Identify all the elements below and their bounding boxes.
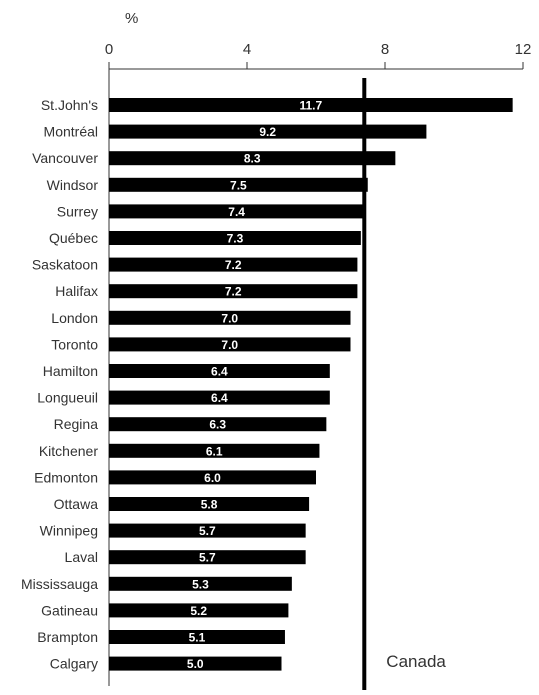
bar: [109, 656, 282, 671]
bar-value-label: 5.8: [201, 498, 218, 512]
category-label: Longueuil: [37, 390, 98, 406]
category-label: Laval: [65, 549, 98, 565]
bar: [109, 310, 351, 325]
bar-value-label: 7.5: [230, 178, 247, 192]
reference-line-label: Canada: [386, 652, 446, 671]
bar-value-label: 6.0: [204, 471, 221, 485]
bar-value-label: 7.3: [227, 232, 244, 246]
reference-line-group: Canada: [362, 78, 446, 690]
bar: [109, 364, 330, 378]
bar: [109, 497, 310, 511]
bar: [109, 204, 365, 219]
bar: [109, 151, 396, 166]
bar-value-label: 7.2: [225, 258, 242, 272]
bar: [109, 630, 285, 644]
bar-value-label: 5.3: [192, 577, 209, 591]
bar-value-label: 7.0: [221, 311, 238, 325]
bar-value-label: 5.7: [199, 551, 216, 565]
bar: [109, 257, 358, 272]
category-label: Kitchener: [39, 443, 98, 459]
bar: [109, 98, 513, 112]
category-label: London: [51, 310, 98, 326]
bar-value-label: 6.3: [209, 418, 226, 432]
category-label: Montréal: [44, 124, 98, 140]
category-label: Surrey: [57, 203, 98, 219]
bar: [109, 417, 327, 432]
bar-value-label: 6.1: [206, 444, 223, 458]
category-label: Toronto: [51, 336, 98, 352]
unit-label: %: [125, 10, 138, 27]
bar: [109, 523, 306, 538]
category-label: Brampton: [37, 629, 98, 645]
bar: [109, 443, 320, 458]
category-label: Windsor: [47, 177, 99, 193]
bar-value-label: 6.4: [211, 391, 228, 405]
bar-value-label: 9.2: [259, 125, 276, 139]
bar-value-label: 5.2: [190, 604, 207, 618]
category-label: St.John's: [41, 97, 98, 113]
category-label: Edmonton: [34, 469, 98, 485]
x-tick-label: 4: [243, 41, 251, 58]
category-label: Vancouver: [32, 150, 98, 166]
x-tick-label: 0: [105, 41, 113, 58]
category-label: Regina: [54, 416, 99, 432]
bar-value-label: 7.2: [225, 285, 242, 299]
bar: [109, 550, 306, 565]
bar: [109, 231, 361, 245]
category-label: Québec: [49, 230, 98, 246]
bar-value-label: 7.0: [221, 338, 238, 352]
bar-value-label: 5.0: [187, 657, 204, 671]
bar: [109, 390, 330, 405]
bar: [109, 177, 368, 192]
x-tick-label: 12: [515, 41, 532, 58]
bars: 11.7 9.2 8.3 7.5 7.4 7.3 7.2 7.2 7.0 7.0 6.4 6.4 6.3…: [109, 98, 513, 671]
category-label: Halifax: [55, 283, 98, 299]
category-label: Calgary: [50, 656, 98, 672]
bar-value-label: 6.4: [211, 365, 228, 379]
bar-value-label: 8.3: [244, 152, 261, 166]
bar: [109, 124, 427, 139]
bar-value-label: 5.7: [199, 524, 216, 538]
category-label: Ottawa: [54, 496, 99, 512]
bar: [109, 470, 316, 485]
category-label: Hamilton: [43, 363, 98, 379]
bar: [109, 284, 358, 299]
category-label: Saskatoon: [32, 257, 98, 273]
category-label: Mississauga: [21, 576, 98, 592]
category-label: Winnipeg: [40, 523, 98, 539]
category-label: Gatineau: [41, 602, 98, 618]
bar: [109, 337, 351, 352]
bar: [109, 576, 292, 591]
bar: [109, 603, 289, 618]
category-labels: St.John's Montréal Vancouver Windsor Surrey Q…: [21, 97, 98, 672]
bar-value-label: 5.1: [189, 631, 206, 645]
x-tick-label: 8: [381, 41, 389, 58]
bar-value-label: 7.4: [228, 205, 245, 219]
bar-value-label: 11.7: [299, 99, 322, 113]
